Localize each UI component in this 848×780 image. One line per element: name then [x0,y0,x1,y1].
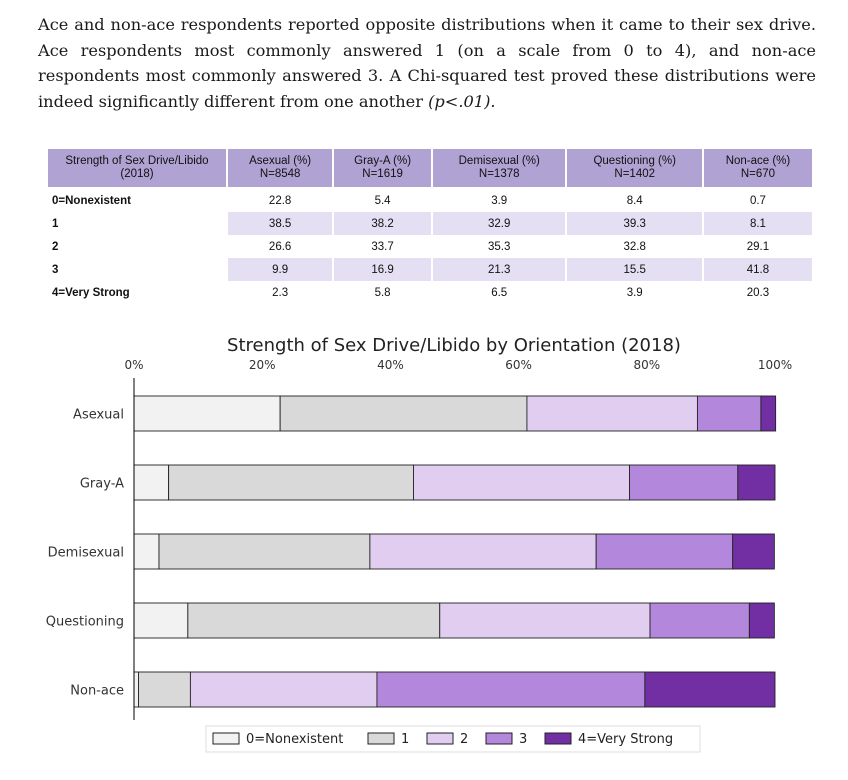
table-cell: 38.2 [332,212,433,235]
header-demisexual: Demisexual (%) N=1378 [430,147,568,189]
table-cell: 39.3 [565,212,704,235]
bar-segment [644,671,776,708]
legend-swatch [426,732,454,745]
table-cell: 26.6 [225,235,335,258]
header-strength: Strength of Sex Drive/Libido (2018) [46,147,228,189]
bar-segment [737,464,776,501]
table-cell: 5.4 [332,188,433,212]
table-row: 3 9.9 16.9 21.3 15.5 41.8 [46,258,815,281]
x-tick-label: 80% [633,358,660,372]
table-row: 4=Very Strong 2.3 5.8 6.5 3.9 20.3 [46,281,815,304]
bar-segment [649,602,750,639]
row-label: 4=Very Strong [46,281,228,304]
category-label: Asexual [73,408,124,423]
table-cell: 16.9 [332,258,433,281]
bar-segment [158,533,371,570]
bar-segment [279,395,528,432]
table-cell: 8.1 [701,212,815,235]
bar-segment [526,395,698,432]
table-cell: 0.7 [701,188,815,212]
table-cell: 3.9 [565,281,704,304]
x-tick-label: 0% [124,358,143,372]
table-row: 0=Nonexistent 22.8 5.4 3.9 8.4 0.7 [46,188,815,212]
stacked-bar-chart: Strength of Sex Drive/Libido by Orientat… [46,335,792,753]
chart-title: Strength of Sex Drive/Libido by Orientat… [227,335,681,356]
table-cell: 33.7 [332,235,433,258]
legend-label: 1 [401,732,409,747]
bar-segment [133,671,139,708]
bar-segment [439,602,651,639]
table-row: 1 38.5 38.2 32.9 39.3 8.1 [46,212,815,235]
row-label: 1 [46,212,228,235]
bar-segment [629,464,739,501]
bar-segment [133,602,189,639]
table-cell: 20.3 [701,281,815,304]
x-tick-label: 40% [377,358,404,372]
bar-segment [369,533,597,570]
bar-segment [760,395,777,432]
legend-swatch [367,732,395,745]
table-cell: 8.4 [565,188,704,212]
x-tick-label: 60% [505,358,532,372]
category-label: Demisexual [48,546,124,561]
table-row: 2 26.6 33.7 35.3 32.8 29.1 [46,235,815,258]
table-cell: 22.8 [225,188,335,212]
legend-label: 3 [519,732,527,747]
category-label: Questioning [46,615,124,630]
bar-segment [133,533,160,570]
description-paragraph: Ace and non-ace respondents reported opp… [38,12,816,114]
table-cell: 32.9 [430,212,568,235]
x-tick-label: 20% [249,358,276,372]
bar-segment [696,395,762,432]
table-cell: 2.3 [225,281,335,304]
row-label: 2 [46,235,228,258]
bar-segment [189,671,378,708]
row-label: 0=Nonexistent [46,188,228,212]
bar-segment [187,602,441,639]
bar-segment [732,533,775,570]
bar-segment [138,671,191,708]
p-value: (p<.01). [428,91,496,111]
bar-segment [595,533,734,570]
paragraph-text: Ace and non-ace respondents reported opp… [38,15,816,111]
header-asexual: Asexual (%) N=8548 [225,147,335,189]
legend-swatch [212,732,240,745]
category-label: Gray-A [80,477,124,492]
table-cell: 15.5 [565,258,704,281]
legend-swatch [485,732,513,745]
table-cell: 6.5 [430,281,568,304]
category-label: Non-ace [70,684,124,699]
row-label: 3 [46,258,228,281]
bar-segment [376,671,646,708]
table-cell: 9.9 [225,258,335,281]
bar-segment [133,395,281,432]
header-questioning: Questioning (%) N=1402 [565,147,704,189]
x-tick-label: 100% [758,358,792,372]
sex-drive-table: Strength of Sex Drive/Libido (2018) Asexu… [46,147,815,304]
table-cell: 3.9 [430,188,568,212]
table-cell: 21.3 [430,258,568,281]
table-cell: 38.5 [225,212,335,235]
bar-segment [413,464,630,501]
table-header-row: Strength of Sex Drive/Libido (2018) Asexu… [46,147,815,189]
bar-segment [168,464,414,501]
legend-swatch [544,732,572,745]
table-cell: 41.8 [701,258,815,281]
table-cell: 29.1 [701,235,815,258]
table-cell: 5.8 [332,281,433,304]
table-cell: 32.8 [565,235,704,258]
bar-segment [748,602,775,639]
table-cell: 35.3 [430,235,568,258]
header-non-ace: Non-ace (%) N=670 [701,147,815,189]
legend-label: 0=Nonexistent [246,732,343,747]
legend-label: 2 [460,732,468,747]
header-gray-a: Gray-A (%) N=1619 [332,147,433,189]
legend-label: 4=Very Strong [578,732,673,747]
bar-segment [133,464,170,501]
